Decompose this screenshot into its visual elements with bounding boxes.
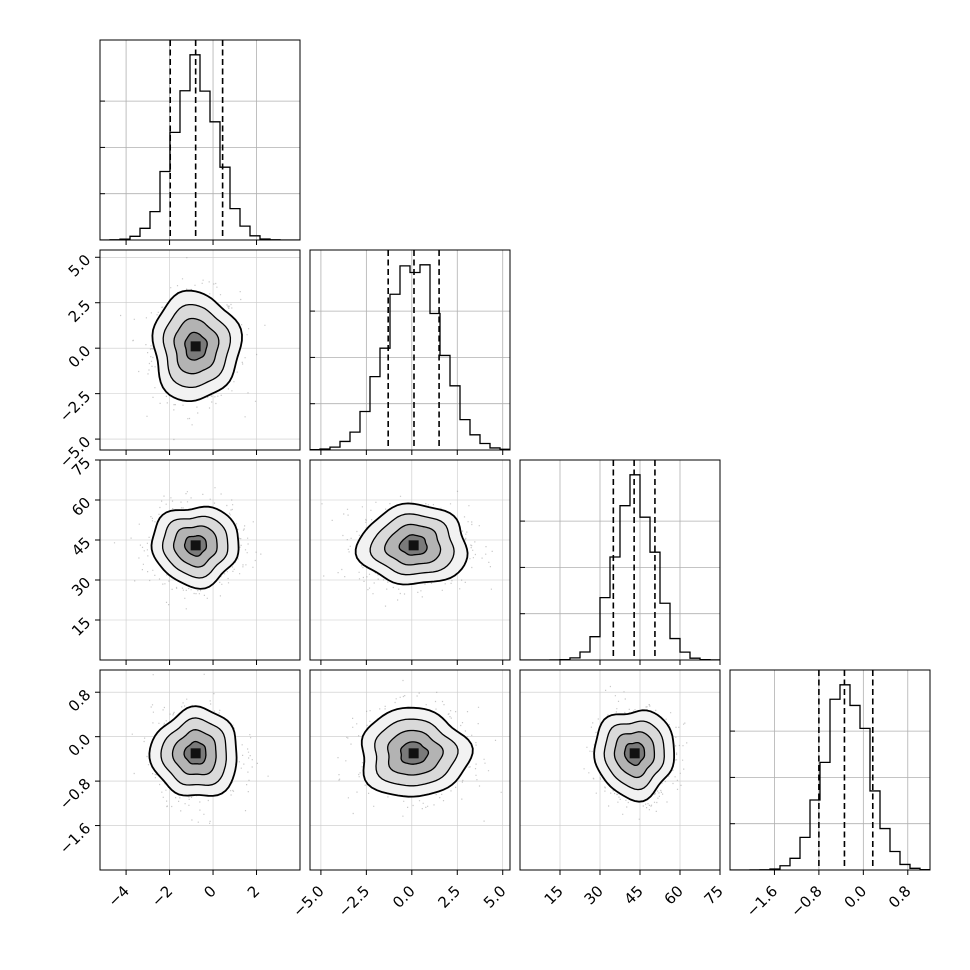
y-tick-label: 30 — [68, 574, 94, 600]
panel-content — [310, 250, 510, 450]
x-tick-label: 0.8 — [885, 882, 915, 912]
contour-2 — [603, 720, 665, 791]
contour-0 — [184, 331, 208, 361]
panel-content — [730, 670, 930, 870]
panel-frame — [99, 459, 301, 661]
panel-content — [100, 670, 300, 870]
x-tick-label: 30 — [581, 882, 607, 908]
panel-content — [520, 670, 720, 870]
panel-frame — [309, 669, 511, 871]
panel-1-1 — [309, 249, 511, 455]
y-tick-label: −1.6 — [56, 819, 94, 857]
panel-2-1 — [309, 459, 511, 665]
y-tick-label: 0.0 — [65, 730, 95, 760]
contour-1 — [173, 317, 220, 375]
contour-0 — [400, 741, 430, 765]
panel-frame — [99, 39, 301, 241]
panel-3-2: 15 30 45 60 75 — [519, 669, 727, 908]
y-tick-label: −0.8 — [56, 775, 94, 813]
x-tick-label: 15 — [541, 882, 567, 908]
contour-0 — [183, 740, 207, 765]
panel-0-0 — [99, 39, 301, 245]
contour-3 — [148, 705, 238, 797]
panel-frame — [99, 249, 301, 451]
x-tick-label: −4 — [105, 882, 133, 910]
panel-content — [520, 460, 720, 660]
density-peak — [408, 748, 419, 759]
x-tick-label: −2 — [148, 882, 176, 910]
x-tick-label: 0 — [200, 882, 219, 901]
density-peak — [190, 748, 201, 759]
panel-frame — [729, 669, 931, 871]
histogram-1 — [310, 264, 510, 450]
x-tick-label: 60 — [661, 882, 687, 908]
x-tick-label: 2 — [244, 882, 263, 901]
panel-content — [100, 250, 300, 450]
contour-1 — [384, 523, 442, 566]
contour-2 — [161, 515, 229, 579]
panel-3-3: −1.6 −0.8 0.0 0.8 — [729, 669, 931, 921]
x-tick-label: −5.0 — [289, 882, 327, 920]
x-tick-label: 45 — [621, 882, 647, 908]
x-tick-label: −2.5 — [335, 882, 373, 920]
x-tick-label: 5.0 — [480, 882, 510, 912]
x-tick-label: 2.5 — [435, 882, 465, 912]
panel-content — [310, 460, 510, 660]
contour-0 — [623, 741, 646, 767]
panel-frame — [309, 249, 511, 451]
density-peak — [408, 540, 419, 551]
y-tick-label: 5.0 — [65, 251, 95, 281]
x-tick-label: 0.0 — [389, 882, 419, 912]
density-peak — [190, 540, 201, 551]
contour-3 — [354, 502, 469, 586]
y-tick-label: 2.5 — [65, 296, 95, 326]
contour-2 — [162, 303, 232, 389]
panel-3-0: −1.6 −0.8 0.0 0.8 −4 −2 0 2 — [56, 669, 301, 910]
contour-1 — [172, 525, 218, 568]
density-peak — [629, 748, 640, 759]
panel-frame — [309, 459, 511, 661]
contour-3 — [150, 505, 240, 590]
contour-1 — [613, 731, 656, 779]
panel-3-1: −5.0 −2.5 0.0 2.5 5.0 — [289, 669, 511, 921]
y-tick-label: 0.0 — [65, 342, 95, 372]
contour-2 — [369, 513, 455, 576]
panel-content — [100, 460, 300, 660]
x-tick-label: −0.8 — [787, 882, 825, 920]
contour-3 — [593, 709, 675, 803]
contour-2 — [374, 718, 459, 787]
contour-2 — [160, 717, 227, 786]
y-tick-label: 60 — [68, 494, 94, 520]
panel-2-2 — [519, 459, 721, 665]
panel-content — [310, 670, 510, 870]
contour-1 — [171, 729, 217, 776]
contour-3 — [151, 289, 243, 402]
panel-frame — [519, 669, 721, 871]
panel-content — [100, 40, 300, 240]
contour-0 — [398, 534, 428, 556]
contour-1 — [387, 729, 444, 776]
x-tick-label: 0.0 — [841, 882, 871, 912]
y-tick-label: 45 — [68, 534, 94, 560]
histogram-0 — [100, 54, 300, 240]
x-tick-label: −1.6 — [743, 882, 781, 920]
panel-frame — [519, 459, 721, 661]
contour-3 — [360, 706, 474, 798]
y-tick-label: 0.8 — [65, 686, 95, 716]
density-peak — [190, 341, 201, 352]
panel-frame — [99, 669, 301, 871]
y-tick-label: −2.5 — [56, 387, 94, 425]
y-tick-label: 15 — [68, 614, 94, 640]
panel-1-0: −5.0−2.50.02.55.0 — [56, 249, 301, 471]
x-tick-label: 75 — [701, 882, 727, 908]
contour-0 — [183, 535, 208, 557]
